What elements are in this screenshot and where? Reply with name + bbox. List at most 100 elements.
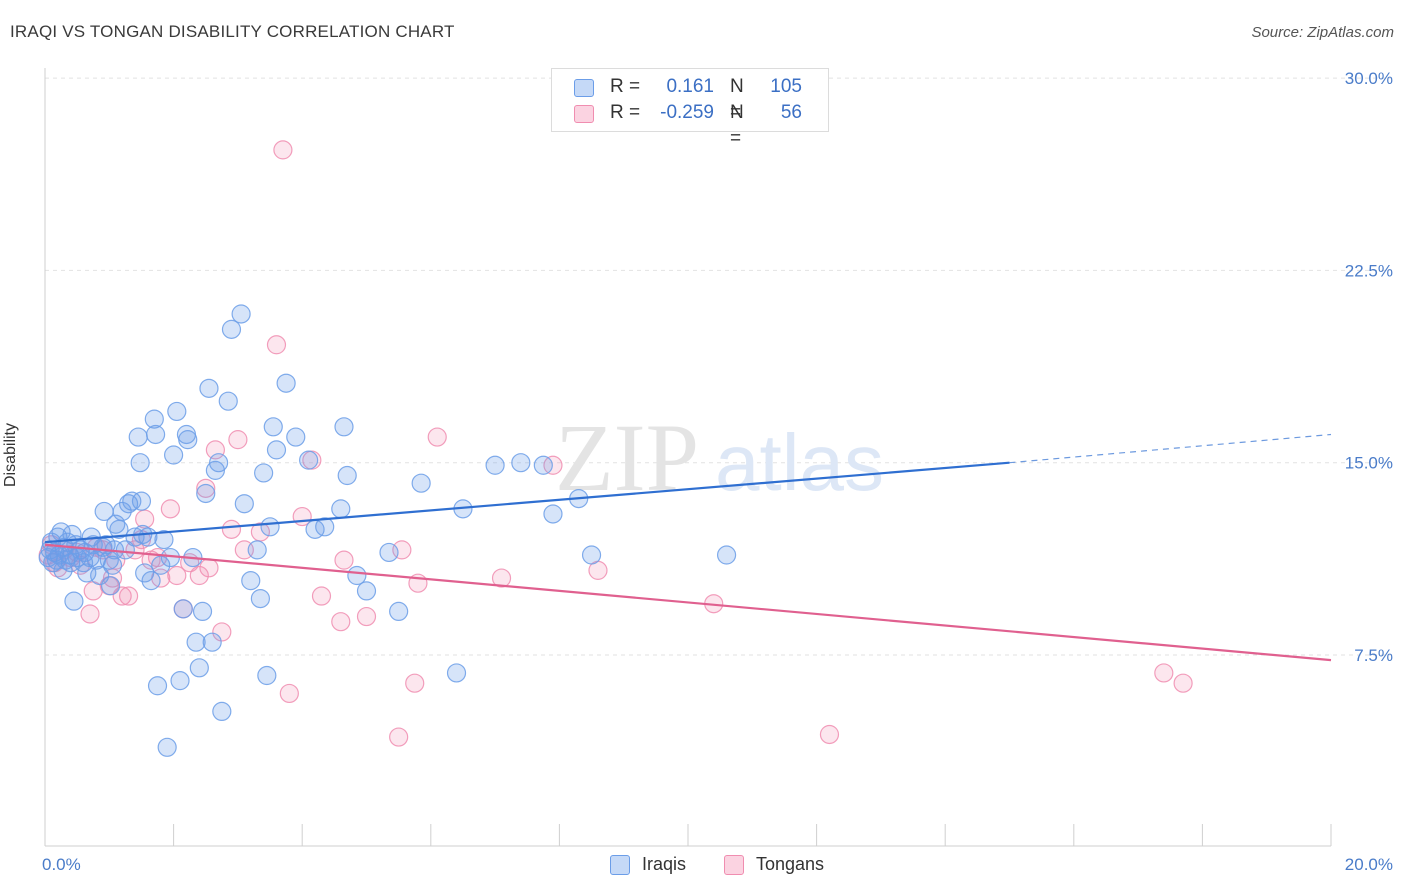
iraqis-point <box>141 571 161 591</box>
iraqis-point <box>260 517 280 537</box>
tongans-point <box>427 427 447 447</box>
tongans-point <box>311 586 332 606</box>
tongans-point <box>266 335 287 355</box>
iraqis-point <box>130 453 150 473</box>
iraqis-point <box>334 417 354 437</box>
legend-item-iraqis: Iraqis <box>610 852 686 876</box>
tongans-point <box>405 673 425 693</box>
tongans-point <box>196 478 216 498</box>
iraqis-point <box>250 588 271 609</box>
iraqis-point <box>189 658 209 678</box>
tongans-point <box>356 606 377 627</box>
tongans-point <box>389 727 409 747</box>
legend-swatch-iraqis <box>574 79 594 97</box>
tongans-point <box>543 455 563 475</box>
legend-swatch-tongans <box>724 855 744 875</box>
legend-r-value-iraqis: 0.161 <box>666 76 714 97</box>
iraqis-point <box>543 504 563 524</box>
tongans-point <box>334 550 354 570</box>
y-tick-label: 7.5% <box>1354 646 1393 665</box>
tongans-point <box>212 622 232 642</box>
iraqis-point <box>347 565 367 586</box>
tongans-point <box>491 568 512 588</box>
legend-swatch-tongans <box>574 105 594 123</box>
iraqis-point <box>716 545 737 565</box>
x-tick-label: 0.0% <box>42 855 81 874</box>
iraqis-point <box>157 737 177 757</box>
chart-title: IRAQI VS TONGAN DISABILITY CORRELATION C… <box>10 22 455 41</box>
source-credit: Source: ZipAtlas.com <box>1251 24 1394 41</box>
tongans-point <box>228 430 248 450</box>
iraqis-point <box>263 417 283 437</box>
iraqis-point <box>192 601 213 622</box>
iraqis-point <box>122 491 142 511</box>
legend-r-label: R = <box>610 102 641 123</box>
iraqis-point <box>231 304 251 324</box>
tongans-point <box>118 586 139 606</box>
iraqis-points <box>38 304 737 757</box>
iraqis-point <box>533 455 553 475</box>
iraqis-point <box>266 440 287 460</box>
iraqis-point <box>164 445 184 465</box>
iraqis-point <box>286 427 306 447</box>
tongans-point <box>331 612 351 632</box>
iraqis-point <box>151 555 171 575</box>
tick-labels: 7.5% 15.0% 22.5% 30.0% 0.0% 20.0% <box>42 69 1393 874</box>
iraqis-point <box>100 576 121 596</box>
iraqis-point <box>131 491 152 511</box>
iraqis-point <box>247 540 267 560</box>
y-tick-label: 15.0% <box>1345 454 1393 473</box>
legend-n-value-iraqis: 105 <box>770 76 802 97</box>
iraqis-point <box>167 401 187 422</box>
iraqis-point <box>485 455 505 475</box>
iraqis-point <box>379 542 399 563</box>
iraqis-point <box>202 632 222 652</box>
iraqis-point <box>138 527 158 547</box>
grid-lines <box>45 77 1392 656</box>
axes <box>44 68 1332 847</box>
iraqis-point <box>135 563 155 583</box>
iraqis-point <box>389 601 409 622</box>
iraqis-point <box>144 409 164 429</box>
y-tick-label: 30.0% <box>1345 69 1393 88</box>
iraqis-point <box>411 473 431 493</box>
iraqis-trend-line <box>44 461 1010 544</box>
iraqis-point <box>234 494 254 514</box>
legend-label-iraqis: Iraqis <box>642 854 687 874</box>
y-tick-label: 22.5% <box>1345 261 1393 280</box>
tongans-point <box>167 565 187 586</box>
legend-swatch-iraqis <box>610 855 630 875</box>
iraqis-point <box>173 599 193 619</box>
iraqis-point <box>276 373 296 393</box>
iraqis-point <box>178 430 198 450</box>
legend-label-tongans: Tongans <box>756 854 825 874</box>
tongans-point <box>189 565 209 586</box>
iraqis-point <box>241 571 261 591</box>
tongans-trend-line <box>44 543 1332 662</box>
x-tick-label: 20.0% <box>1345 855 1393 874</box>
iraqis-point <box>511 453 531 473</box>
iraqis-point <box>205 460 225 480</box>
iraqis-point <box>64 591 84 611</box>
iraqis-point <box>337 465 357 486</box>
iraqis-point <box>112 501 132 522</box>
iraqis-point <box>299 450 319 470</box>
tongans-point <box>279 683 299 704</box>
iraqis-point <box>199 378 219 398</box>
iraqis-point <box>221 319 242 339</box>
iraqis-point <box>115 540 135 560</box>
iraqis-point <box>196 483 216 504</box>
stats-legend: R = 0.161 N = 105 R = -0.259 N = 56 <box>551 68 829 149</box>
legend-n-label: N = <box>730 76 744 123</box>
iraqis-point <box>209 453 229 473</box>
iraqis-point <box>257 665 277 686</box>
iraqis-point <box>145 424 166 445</box>
tongans-point <box>199 558 219 578</box>
tongans-point <box>273 140 293 160</box>
iraqis-point <box>147 676 168 696</box>
tongans-point <box>1154 663 1174 683</box>
watermark-atlas: atlas <box>715 418 884 507</box>
iraqis-point <box>128 427 148 447</box>
legend-n-label: N = <box>730 102 744 149</box>
